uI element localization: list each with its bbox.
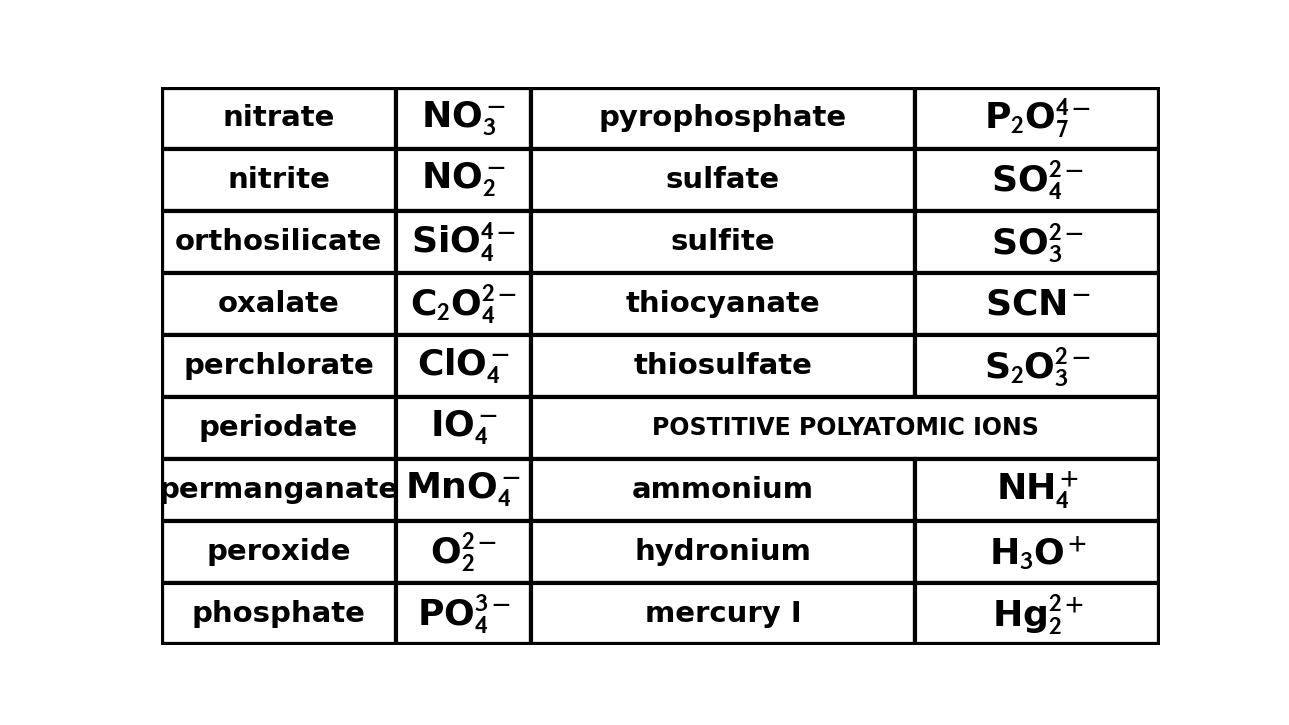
Text: PO$_4^{3-}$: PO$_4^{3-}$ [416,592,510,636]
Bar [161,211,396,273]
Bar [396,583,531,645]
Text: S$_2$O$_3^{2-}$: S$_2$O$_3^{2-}$ [985,344,1090,388]
Bar [161,335,396,397]
Text: sulfate: sulfate [666,166,780,194]
Text: perchlorate: perchlorate [183,352,374,380]
Text: periodate: periodate [199,414,358,442]
Text: thiocyanate: thiocyanate [625,290,820,318]
Bar [161,273,396,335]
Bar [161,459,396,521]
Bar [161,521,396,583]
Bar [531,149,915,211]
Bar [396,87,531,149]
Text: phosphate: phosphate [192,600,366,629]
Bar [161,583,396,645]
Text: ClO$_4^-$: ClO$_4^-$ [416,347,510,386]
Bar [915,583,1160,645]
Bar [531,459,915,521]
Text: IO$_4^-$: IO$_4^-$ [429,409,498,447]
Text: thiosulfate: thiosulfate [634,352,812,380]
Bar [161,397,396,459]
Bar [915,149,1160,211]
Bar [531,87,915,149]
Text: SCN$^-$: SCN$^-$ [985,287,1090,321]
Bar [531,335,915,397]
Text: pyrophosphate: pyrophosphate [599,104,847,132]
Text: SiO$_4^{4-}$: SiO$_4^{4-}$ [411,220,516,264]
Text: NH$_4^+$: NH$_4^+$ [996,470,1079,511]
Text: sulfite: sulfite [670,228,776,256]
Text: MnO$_4^-$: MnO$_4^-$ [406,471,521,510]
Text: C$_2$O$_4^{2-}$: C$_2$O$_4^{2-}$ [410,282,517,326]
Bar [396,397,531,459]
Bar [161,87,396,149]
Text: hydronium: hydronium [634,538,812,566]
Bar [531,397,1160,459]
Text: NO$_3^-$: NO$_3^-$ [422,99,505,137]
Text: ammonium: ammonium [632,476,815,504]
Bar [396,211,531,273]
Text: peroxide: peroxide [206,538,351,566]
Text: P$_2$O$_7^{4-}$: P$_2$O$_7^{4-}$ [985,96,1092,140]
Text: mercury I: mercury I [644,600,802,629]
Text: Hg$_2^{2+}$: Hg$_2^{2+}$ [991,592,1084,637]
Text: SO$_3^{2-}$: SO$_3^{2-}$ [991,220,1084,263]
Bar [531,273,915,335]
Bar [915,335,1160,397]
Bar [915,87,1160,149]
Bar [396,459,531,521]
Bar [915,459,1160,521]
Bar [915,211,1160,273]
Bar [396,273,531,335]
Text: POSTITIVE POLYATOMIC IONS: POSTITIVE POLYATOMIC IONS [652,416,1039,440]
Text: nitrite: nitrite [227,166,330,194]
Text: H$_3$O$^+$: H$_3$O$^+$ [989,534,1087,571]
Bar [396,521,531,583]
Bar [161,149,396,211]
Text: orthosilicate: orthosilicate [175,228,382,256]
Text: nitrate: nitrate [222,104,335,132]
Bar [531,211,915,273]
Bar [396,335,531,397]
Text: permanganate: permanganate [159,476,398,504]
Text: NO$_2^-$: NO$_2^-$ [422,161,505,199]
Text: O$_2^{2-}$: O$_2^{2-}$ [431,531,496,574]
Bar [396,149,531,211]
Bar [915,521,1160,583]
Bar [915,273,1160,335]
Text: SO$_4^{2-}$: SO$_4^{2-}$ [991,158,1084,202]
Bar [531,521,915,583]
Text: oxalate: oxalate [218,290,339,318]
Bar [531,583,915,645]
